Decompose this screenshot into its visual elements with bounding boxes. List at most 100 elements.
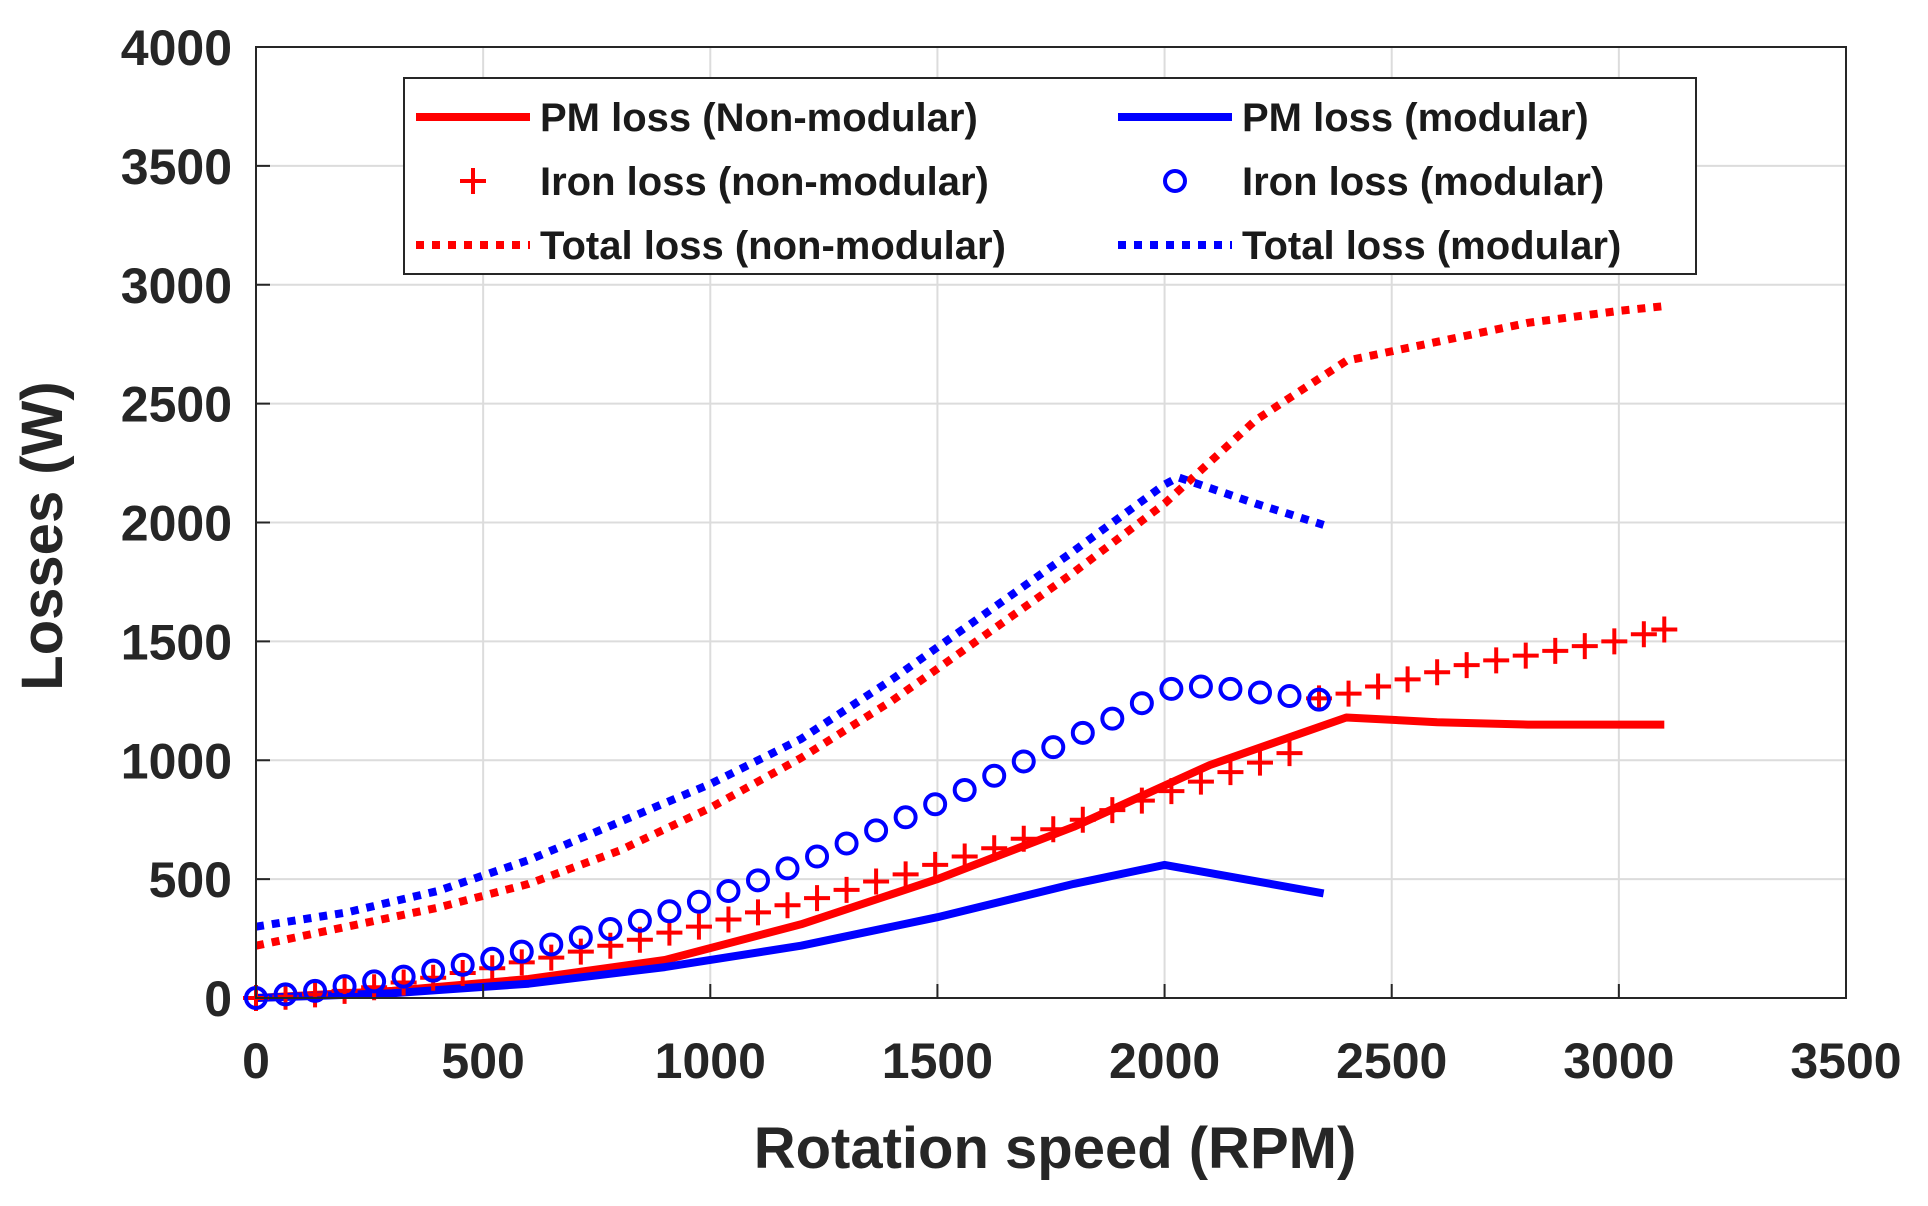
data-point-iron-loss-modular — [1041, 735, 1066, 760]
y-axis-label: Losses (W) — [10, 381, 75, 690]
x-tick-label: 2500 — [1336, 1033, 1447, 1089]
x-tick-label: 0 — [242, 1033, 270, 1089]
data-point-iron-loss-modular — [1277, 684, 1302, 709]
data-point-iron-loss-modular — [864, 818, 889, 843]
data-point-iron-loss-non-modular — [1601, 628, 1628, 655]
series-total-loss-non-modular — [255, 302, 1665, 950]
data-point-iron-loss-non-modular — [567, 938, 594, 965]
series-iron-loss-non-modular — [243, 616, 1678, 1011]
data-point-iron-loss-non-modular — [774, 892, 801, 919]
data-point-iron-loss-modular — [952, 777, 977, 802]
y-tick-label: 4000 — [121, 20, 232, 76]
data-point-iron-loss-modular — [480, 946, 505, 971]
data-point-iron-loss-non-modular — [1276, 740, 1303, 767]
series-line-pm-loss-modular — [255, 860, 1325, 1002]
legend-symbol-iron-loss-modular — [1163, 169, 1187, 193]
data-point-iron-loss-non-modular — [1630, 621, 1657, 648]
series-line-pm-loss-non-modular — [255, 713, 1665, 1002]
data-point-iron-loss-non-modular — [1040, 816, 1067, 843]
y-tick-label: 0 — [204, 971, 232, 1027]
x-tick-label: 1500 — [882, 1033, 993, 1089]
data-point-iron-loss-non-modular — [1335, 680, 1362, 707]
legend-box — [403, 77, 1697, 275]
y-tick-label: 500 — [149, 852, 232, 908]
y-tick-label: 2000 — [121, 496, 232, 552]
y-tick-label: 1500 — [121, 614, 232, 670]
data-point-iron-loss-non-modular — [1651, 616, 1678, 643]
x-tick-label: 3000 — [1563, 1033, 1674, 1089]
data-point-iron-loss-non-modular — [833, 876, 860, 903]
legend-label-iron-modular: Iron loss (modular) — [1242, 160, 1604, 204]
data-point-iron-loss-non-modular — [1217, 759, 1244, 786]
data-point-iron-loss-non-modular — [1099, 797, 1126, 824]
y-tick-label: 3500 — [121, 139, 232, 195]
data-point-iron-loss-non-modular — [1424, 659, 1451, 686]
data-point-iron-loss-modular — [805, 844, 830, 869]
x-tick-label: 1000 — [655, 1033, 766, 1089]
data-point-iron-loss-modular — [391, 964, 416, 989]
y-tick-label: 2500 — [121, 377, 232, 433]
series-pm-loss-non-modular — [255, 713, 1665, 1002]
data-point-iron-loss-modular — [627, 908, 652, 933]
data-point-iron-loss-modular — [332, 974, 357, 999]
data-point-iron-loss-non-modular — [656, 919, 683, 946]
y-tick-label: 3000 — [121, 258, 232, 314]
legend-label-pm-nonmodular: PM loss (Non-modular) — [540, 96, 978, 140]
data-point-iron-loss-non-modular — [685, 913, 712, 940]
data-point-iron-loss-modular — [893, 805, 918, 830]
series-iron-loss-modular — [244, 674, 1332, 1010]
data-point-iron-loss-modular — [923, 792, 948, 817]
data-point-iron-loss-non-modular — [1542, 637, 1569, 664]
data-point-iron-loss-non-modular — [1365, 673, 1392, 700]
data-point-iron-loss-non-modular — [804, 885, 831, 912]
data-point-iron-loss-modular — [273, 982, 298, 1007]
data-point-iron-loss-modular — [834, 831, 859, 856]
data-point-iron-loss-modular — [1307, 687, 1332, 712]
data-point-iron-loss-non-modular — [1128, 787, 1155, 814]
data-point-iron-loss-modular — [775, 856, 800, 881]
data-point-iron-loss-non-modular — [951, 843, 978, 870]
legend-symbol-iron-loss-non-modular — [460, 168, 486, 194]
data-point-iron-loss-non-modular — [538, 944, 565, 971]
y-tick-label: 1000 — [121, 733, 232, 789]
data-point-iron-loss-modular — [716, 879, 741, 904]
legend-label-total-modular: Total loss (modular) — [1242, 224, 1621, 268]
data-point-iron-loss-modular — [421, 958, 446, 983]
data-point-iron-loss-non-modular — [1483, 647, 1510, 674]
data-point-iron-loss-modular — [1011, 749, 1036, 774]
data-point-iron-loss-modular — [745, 868, 770, 893]
data-point-iron-loss-modular — [598, 917, 623, 942]
data-point-iron-loss-modular — [1070, 720, 1095, 745]
data-point-iron-loss-non-modular — [1394, 666, 1421, 693]
x-tick-label: 500 — [441, 1033, 524, 1089]
data-point-iron-loss-modular — [1129, 691, 1154, 716]
data-point-iron-loss-non-modular — [715, 906, 742, 933]
data-point-iron-loss-modular — [568, 925, 593, 950]
data-point-iron-loss-modular — [1188, 674, 1213, 699]
legend-label-pm-modular: PM loss (modular) — [1242, 96, 1589, 140]
data-point-iron-loss-non-modular — [1069, 806, 1096, 833]
data-point-iron-loss-non-modular — [892, 861, 919, 888]
data-point-iron-loss-non-modular — [597, 932, 624, 959]
data-point-iron-loss-modular — [1218, 676, 1243, 701]
data-point-iron-loss-modular — [450, 952, 475, 977]
data-point-iron-loss-modular — [1159, 676, 1184, 701]
data-point-iron-loss-non-modular — [1453, 652, 1480, 679]
data-point-iron-loss-modular — [303, 978, 328, 1003]
x-tick-label: 3500 — [1790, 1033, 1901, 1089]
data-point-iron-loss-modular — [362, 969, 387, 994]
data-point-iron-loss-modular — [1247, 680, 1272, 705]
axis-ticks: 0 500 1000 1500 2000 2500 3000 3500 0 500 1000 1500… — [121, 20, 1902, 1089]
data-point-iron-loss-non-modular — [981, 835, 1008, 862]
data-point-iron-loss-non-modular — [1158, 778, 1185, 805]
legend-label-iron-nonmodular: Iron loss (non-modular) — [540, 160, 989, 204]
legend-symbols — [416, 113, 1232, 249]
data-point-iron-loss-non-modular — [922, 851, 949, 878]
data-point-iron-loss-non-modular — [1246, 749, 1273, 776]
data-point-iron-loss-non-modular — [1571, 633, 1598, 660]
x-axis-label: Rotation speed (RPM) — [754, 1116, 1357, 1181]
x-tick-label: 2000 — [1109, 1033, 1220, 1089]
plot-series — [243, 302, 1678, 1011]
data-point-iron-loss-modular — [982, 763, 1007, 788]
